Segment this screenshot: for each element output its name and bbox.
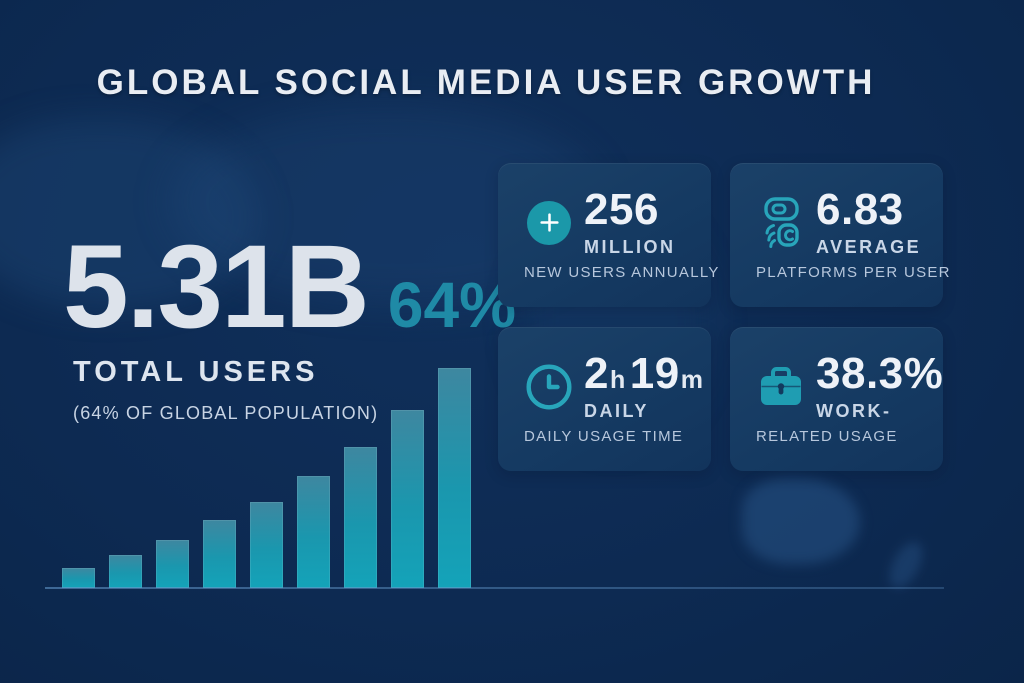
briefcase-icon: [761, 366, 801, 405]
growth-bar: [438, 368, 471, 588]
platforms-icon: [764, 196, 799, 248]
stat-sublabel: NEW USERS ANNUALLY: [524, 264, 720, 281]
stat-card-daily-usage: 2 h 19 m DAILY DAILY USAGE TIME: [498, 327, 711, 471]
card-top: 2 h 19 m DAILY: [522, 349, 711, 422]
total-users-label: TOTAL USERS: [73, 356, 319, 388]
world-map-background: [882, 536, 930, 594]
stat-card-work-usage: 38.3% WORK- RELATED USAGE: [730, 327, 943, 471]
page-title: GLOBAL SOCIAL MEDIA USER GROWTH: [96, 63, 876, 102]
icon-box: [754, 194, 808, 252]
stat-value: 38.3%: [816, 349, 944, 398]
stat-label: AVERAGE: [816, 237, 922, 258]
stat-sublabel: PLATFORMS PER USER: [756, 264, 951, 281]
growth-bar: [109, 555, 142, 588]
stat-value: 256: [584, 185, 659, 234]
stat-label: DAILY: [584, 401, 649, 422]
hours-value: 2: [584, 349, 609, 398]
hero-stats: 5.31B 64% TOTAL USERS (64% OF GLOBAL POP…: [63, 228, 516, 424]
stat-card-platforms: 6.83 AVERAGE PLATFORMS PER USER: [730, 163, 950, 307]
minutes-value: 19: [629, 349, 680, 398]
icon-box: [754, 358, 808, 416]
hours-unit: h: [609, 366, 626, 394]
penetration-percent: 64%: [387, 269, 516, 341]
total-users-value: 5.31B: [63, 221, 370, 353]
growth-bar: [250, 502, 283, 588]
num-col: 2 h 19 m DAILY: [584, 349, 704, 422]
plus-icon: [527, 200, 571, 245]
minutes-unit: m: [680, 366, 704, 394]
stat-value: 2 h 19 m: [584, 349, 704, 398]
growth-bar: [62, 568, 95, 588]
chart-baseline: [45, 587, 944, 589]
world-map-background: [742, 478, 860, 564]
num-col: 256 MILLION: [584, 185, 676, 258]
card-top: 256 MILLION: [522, 185, 711, 258]
hero-row: 5.31B 64%: [63, 228, 516, 346]
card-top: 6.83 AVERAGE: [754, 185, 943, 258]
stat-sublabel: RELATED USAGE: [756, 428, 898, 445]
global-population-note: (64% OF GLOBAL POPULATION): [73, 403, 379, 423]
user-growth-bars: [62, 368, 471, 588]
growth-bar: [391, 410, 424, 588]
icon-box: [522, 194, 576, 252]
stat-label: MILLION: [584, 237, 676, 258]
num-col: 6.83 AVERAGE: [816, 185, 922, 258]
card-top: 38.3% WORK-: [754, 349, 944, 422]
icon-box: [522, 358, 576, 416]
stat-value: 6.83: [816, 185, 904, 234]
num-col: 38.3% WORK-: [816, 349, 944, 422]
growth-bar: [344, 447, 377, 588]
stat-cards: 256 MILLION NEW USERS ANNUALLY: [498, 163, 950, 471]
stat-label: WORK-: [816, 401, 892, 422]
growth-bar: [297, 476, 330, 588]
growth-bar: [156, 540, 189, 588]
stat-card-new-users: 256 MILLION NEW USERS ANNUALLY: [498, 163, 718, 307]
growth-bar: [203, 520, 236, 588]
stat-sublabel: DAILY USAGE TIME: [524, 428, 684, 445]
clock-icon: [526, 364, 572, 410]
